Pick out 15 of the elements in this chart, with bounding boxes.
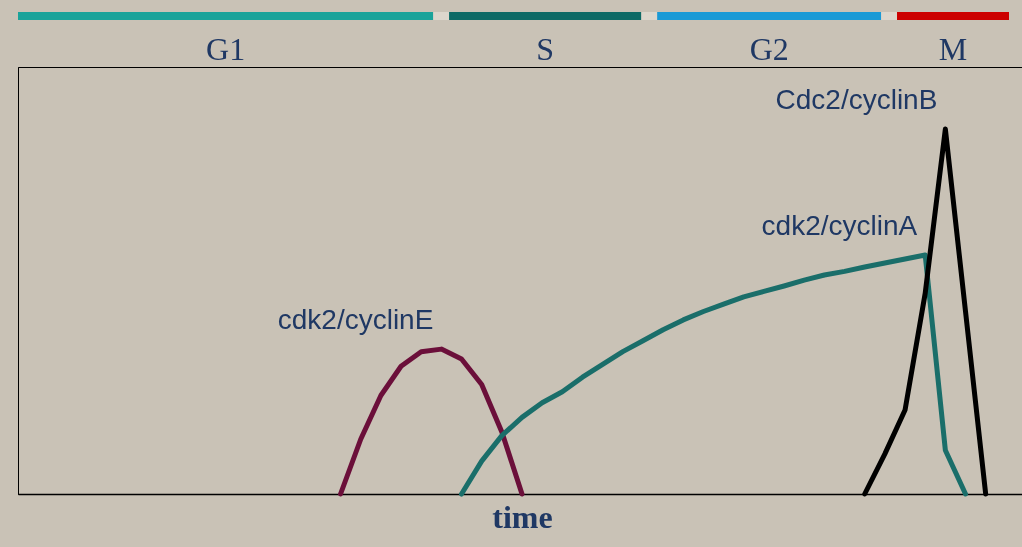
series-label: G1	[206, 31, 246, 67]
series-label: S	[536, 31, 555, 67]
bar	[18, 12, 434, 20]
bar	[433, 12, 450, 20]
series-label: cdk2/cyclinA	[761, 209, 918, 241]
bar	[641, 12, 658, 20]
bar	[881, 12, 898, 20]
series-label: Cdc2/cyclinB	[775, 84, 938, 116]
series-label: G2	[749, 31, 789, 67]
x-axis-title: time	[492, 498, 553, 535]
series-label: M	[938, 31, 968, 67]
series-label: cdk2/cyclinE	[277, 304, 434, 336]
bar	[897, 12, 1009, 20]
bar	[449, 12, 642, 20]
bar	[657, 12, 882, 20]
